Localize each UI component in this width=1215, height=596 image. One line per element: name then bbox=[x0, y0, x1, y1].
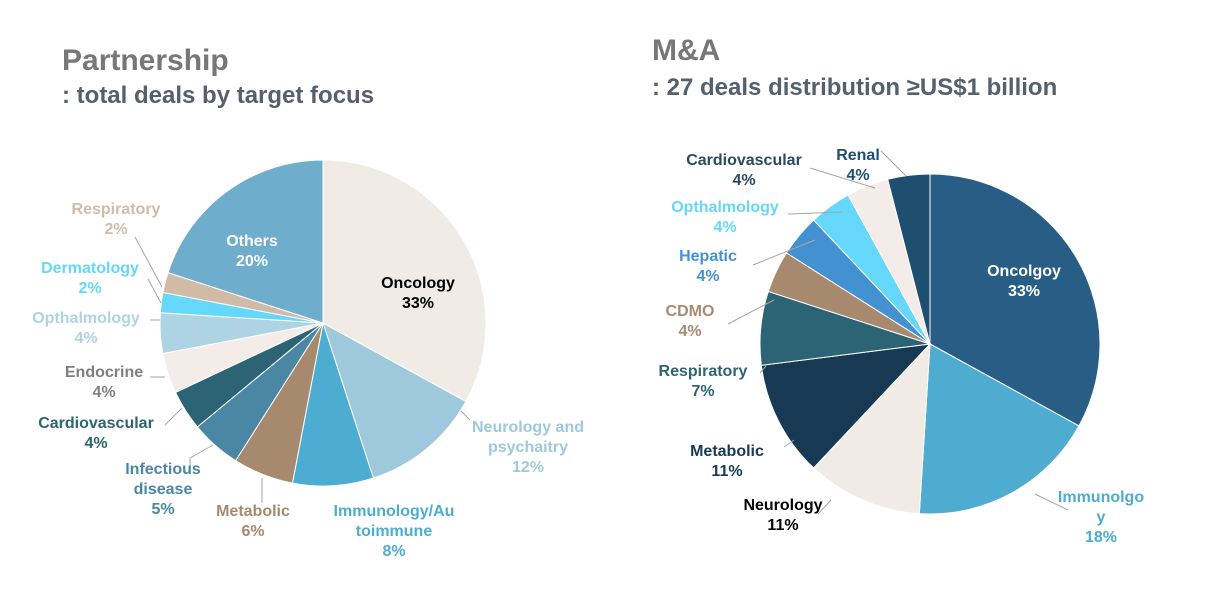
slice-name: Oncology bbox=[381, 275, 455, 292]
slice-name: Dermatology bbox=[41, 260, 139, 277]
slice-name: Immunolgo bbox=[1058, 489, 1144, 506]
slice-label: Oncolgoy 33% bbox=[987, 263, 1061, 300]
slice-label: Oncology 33% bbox=[381, 275, 455, 312]
slice-percent: 4% bbox=[846, 167, 869, 184]
slice-percent: 4% bbox=[74, 330, 97, 347]
slice-label: CDMO 4% bbox=[666, 303, 715, 340]
slice-label: Opthalmology 4% bbox=[671, 199, 779, 236]
slice-label: Renal 4% bbox=[836, 147, 880, 184]
leader-line bbox=[134, 236, 163, 288]
slice-label: Metabolic 6% bbox=[216, 503, 290, 540]
slice-percent: 33% bbox=[402, 295, 434, 312]
slice-label: Respiratory 2% bbox=[72, 201, 161, 238]
slice-name: Metabolic bbox=[690, 443, 764, 460]
slice-name: CDMO bbox=[666, 303, 715, 320]
slice-name: Cardiovascular bbox=[38, 415, 154, 432]
slice-name: toimmune bbox=[356, 523, 433, 540]
slice-label: Neurology 11% bbox=[743, 497, 822, 534]
slice-name: Endocrine bbox=[65, 364, 143, 381]
slice-name: Immunology/Au bbox=[334, 503, 455, 520]
slice-name: Opthalmology bbox=[32, 310, 140, 327]
slice-percent: 4% bbox=[92, 384, 115, 401]
slice-name: Hepatic bbox=[679, 248, 737, 265]
slice-name: Neurology bbox=[743, 497, 822, 514]
pie-slice-renal bbox=[887, 173, 931, 345]
leader-line bbox=[809, 167, 876, 189]
slice-percent: 4% bbox=[732, 172, 755, 189]
slice-name: Oncolgoy bbox=[987, 263, 1061, 280]
leader-line bbox=[460, 410, 471, 421]
slice-percent: 7% bbox=[691, 383, 714, 400]
leader-line bbox=[1034, 493, 1069, 511]
leader-line bbox=[787, 211, 844, 215]
slice-percent: 11% bbox=[767, 517, 798, 534]
slice-percent: 4% bbox=[713, 219, 736, 236]
slice-name: Respiratory bbox=[659, 363, 748, 380]
slice-label: Cardiovascular 4% bbox=[686, 152, 802, 189]
slice-label: Metabolic 11% bbox=[690, 443, 764, 480]
slice-name: Opthalmology bbox=[671, 199, 779, 216]
slice-label: Dermatology 2% bbox=[41, 260, 139, 297]
partnership-pie-chart: Oncology 33% Neurology and psychaitry 12% Imm… bbox=[32, 159, 584, 560]
chart-subtitle: : total deals by target focus bbox=[62, 82, 375, 109]
pie-slice-neurology-and-psychaitry bbox=[322, 321, 467, 479]
slice-percent: 2% bbox=[78, 280, 101, 297]
slice-percent: 6% bbox=[241, 523, 264, 540]
slice-name: Respiratory bbox=[72, 201, 161, 218]
leader-line bbox=[759, 365, 767, 374]
slice-name: Others bbox=[226, 233, 278, 250]
slice-name: Renal bbox=[836, 147, 880, 164]
slice-label: Hepatic 4% bbox=[679, 248, 737, 285]
partnership-panel: Partnership : total deals by target focu… bbox=[32, 44, 584, 560]
slice-label: Immunolgo y 18% bbox=[1058, 489, 1144, 546]
slice-label: Respiratory 7% bbox=[659, 363, 748, 400]
chart-title: Partnership bbox=[62, 44, 229, 77]
slice-name: Cardiovascular bbox=[686, 152, 802, 169]
leader-line bbox=[147, 278, 162, 304]
slice-percent: 4% bbox=[678, 323, 701, 340]
slice-label: Infectious disease 5% bbox=[125, 461, 201, 518]
pie-slice-others bbox=[167, 159, 324, 324]
slice-label: Others 20% bbox=[226, 233, 278, 270]
chart-title: M&A bbox=[652, 34, 721, 67]
pie-slice-oncolgoy bbox=[929, 173, 1101, 427]
leader-line bbox=[817, 499, 832, 515]
leader-line bbox=[783, 439, 795, 448]
slice-name: psychaitry bbox=[488, 439, 568, 456]
slice-name: disease bbox=[134, 481, 193, 498]
pie-slice-immunolgo-y bbox=[918, 343, 1080, 515]
slice-name: Infectious bbox=[125, 461, 201, 478]
pie-slice-oncology bbox=[322, 159, 487, 403]
leader-line bbox=[727, 299, 775, 325]
leader-line bbox=[752, 239, 816, 266]
slice-percent: 12% bbox=[512, 459, 544, 476]
slice-percent: 20% bbox=[236, 253, 268, 270]
slice-label: Endocrine 4% bbox=[65, 364, 143, 401]
leader-line bbox=[189, 444, 214, 468]
slice-percent: 4% bbox=[84, 435, 107, 452]
slice-percent: 5% bbox=[151, 501, 174, 518]
ma-panel: M&A : 27 deals distribution ≥US$1 billio… bbox=[608, 0, 1215, 596]
slice-label: Immunology/Au toimmune 8% bbox=[334, 503, 455, 560]
slice-percent: 18% bbox=[1085, 529, 1117, 546]
slice-label: Cardiovascular 4% bbox=[38, 415, 154, 452]
ma-pie-chart: Oncolgoy 33%Immunolgo y 18%Neurology 11%Meta… bbox=[659, 147, 1145, 546]
pie-slice-neurology bbox=[812, 342, 931, 515]
slice-label: Neurology and psychaitry 12% bbox=[472, 419, 584, 476]
slice-name: y bbox=[1097, 509, 1106, 526]
chart-subtitle: : 27 deals distribution ≥US$1 billion bbox=[652, 74, 1058, 101]
slice-label: Opthalmology 4% bbox=[32, 310, 140, 347]
slice-percent: 33% bbox=[1008, 283, 1040, 300]
slice-percent: 4% bbox=[696, 268, 719, 285]
slice-percent: 8% bbox=[382, 543, 405, 560]
leader-line bbox=[164, 407, 183, 426]
leader-line bbox=[880, 150, 907, 177]
slice-percent: 2% bbox=[104, 221, 127, 238]
slice-name: Metabolic bbox=[216, 503, 290, 520]
slice-name: Neurology and bbox=[472, 419, 584, 436]
slice-percent: 11% bbox=[711, 463, 742, 480]
